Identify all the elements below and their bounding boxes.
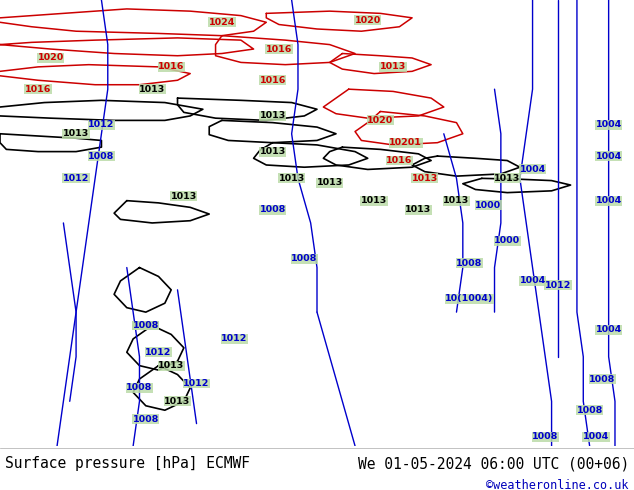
Text: 1016: 1016: [259, 76, 286, 85]
Text: 1012: 1012: [145, 348, 172, 357]
Text: 1000: 1000: [494, 236, 521, 245]
Text: 1000: 1000: [475, 200, 501, 210]
Text: 1008: 1008: [259, 205, 286, 214]
Text: 1016: 1016: [266, 45, 292, 53]
Text: 1004: 1004: [595, 151, 622, 161]
Text: 10(1004): 10(1004): [445, 294, 493, 303]
Text: 1013: 1013: [316, 178, 343, 187]
Text: 1008: 1008: [291, 254, 318, 263]
Text: 1013: 1013: [259, 147, 286, 156]
Text: 1008: 1008: [589, 374, 616, 384]
Text: 1008: 1008: [133, 415, 159, 424]
Text: 1012: 1012: [88, 121, 115, 129]
Text: 1004: 1004: [595, 196, 622, 205]
Text: 1008: 1008: [532, 433, 559, 441]
Text: 1013: 1013: [158, 361, 184, 370]
Text: 10201: 10201: [389, 138, 422, 147]
Text: 1013: 1013: [164, 397, 191, 406]
Text: ©weatheronline.co.uk: ©weatheronline.co.uk: [486, 479, 629, 490]
Text: 1012: 1012: [221, 334, 248, 343]
Text: 1004: 1004: [519, 165, 546, 174]
Text: 1004: 1004: [595, 121, 622, 129]
Text: 1013: 1013: [259, 111, 286, 121]
Text: 1013: 1013: [139, 85, 165, 94]
Text: 1013: 1013: [443, 196, 470, 205]
Text: 1020: 1020: [367, 116, 394, 125]
Text: 1020: 1020: [354, 16, 381, 24]
Text: 1004: 1004: [519, 276, 546, 285]
Text: 1016: 1016: [158, 62, 184, 72]
Text: 1013: 1013: [494, 174, 521, 183]
Text: 1008: 1008: [88, 151, 115, 161]
Text: 1013: 1013: [171, 192, 197, 201]
Text: 1013: 1013: [133, 321, 159, 330]
Text: 1012: 1012: [545, 281, 571, 290]
Text: 1016: 1016: [25, 85, 51, 94]
Text: 1008: 1008: [456, 259, 482, 268]
Text: 1013: 1013: [63, 129, 89, 138]
Text: 1012: 1012: [63, 174, 89, 183]
Text: 1012: 1012: [183, 379, 210, 388]
Text: 1020: 1020: [37, 53, 64, 62]
Text: We 01-05-2024 06:00 UTC (00+06): We 01-05-2024 06:00 UTC (00+06): [358, 456, 629, 471]
Text: 1008: 1008: [133, 321, 159, 330]
Text: 1013: 1013: [380, 62, 406, 72]
Text: Surface pressure [hPa] ECMWF: Surface pressure [hPa] ECMWF: [5, 456, 250, 471]
Text: 1008: 1008: [576, 406, 603, 415]
Text: 1013: 1013: [405, 205, 432, 214]
Text: 1013: 1013: [278, 174, 305, 183]
Text: 1013: 1013: [361, 196, 387, 205]
Text: 1008: 1008: [126, 384, 153, 392]
Text: 1013: 1013: [411, 174, 438, 183]
Text: 1004: 1004: [595, 325, 622, 335]
Text: 1016: 1016: [386, 156, 413, 165]
Text: 1024: 1024: [209, 18, 235, 27]
Text: 1004: 1004: [583, 433, 609, 441]
